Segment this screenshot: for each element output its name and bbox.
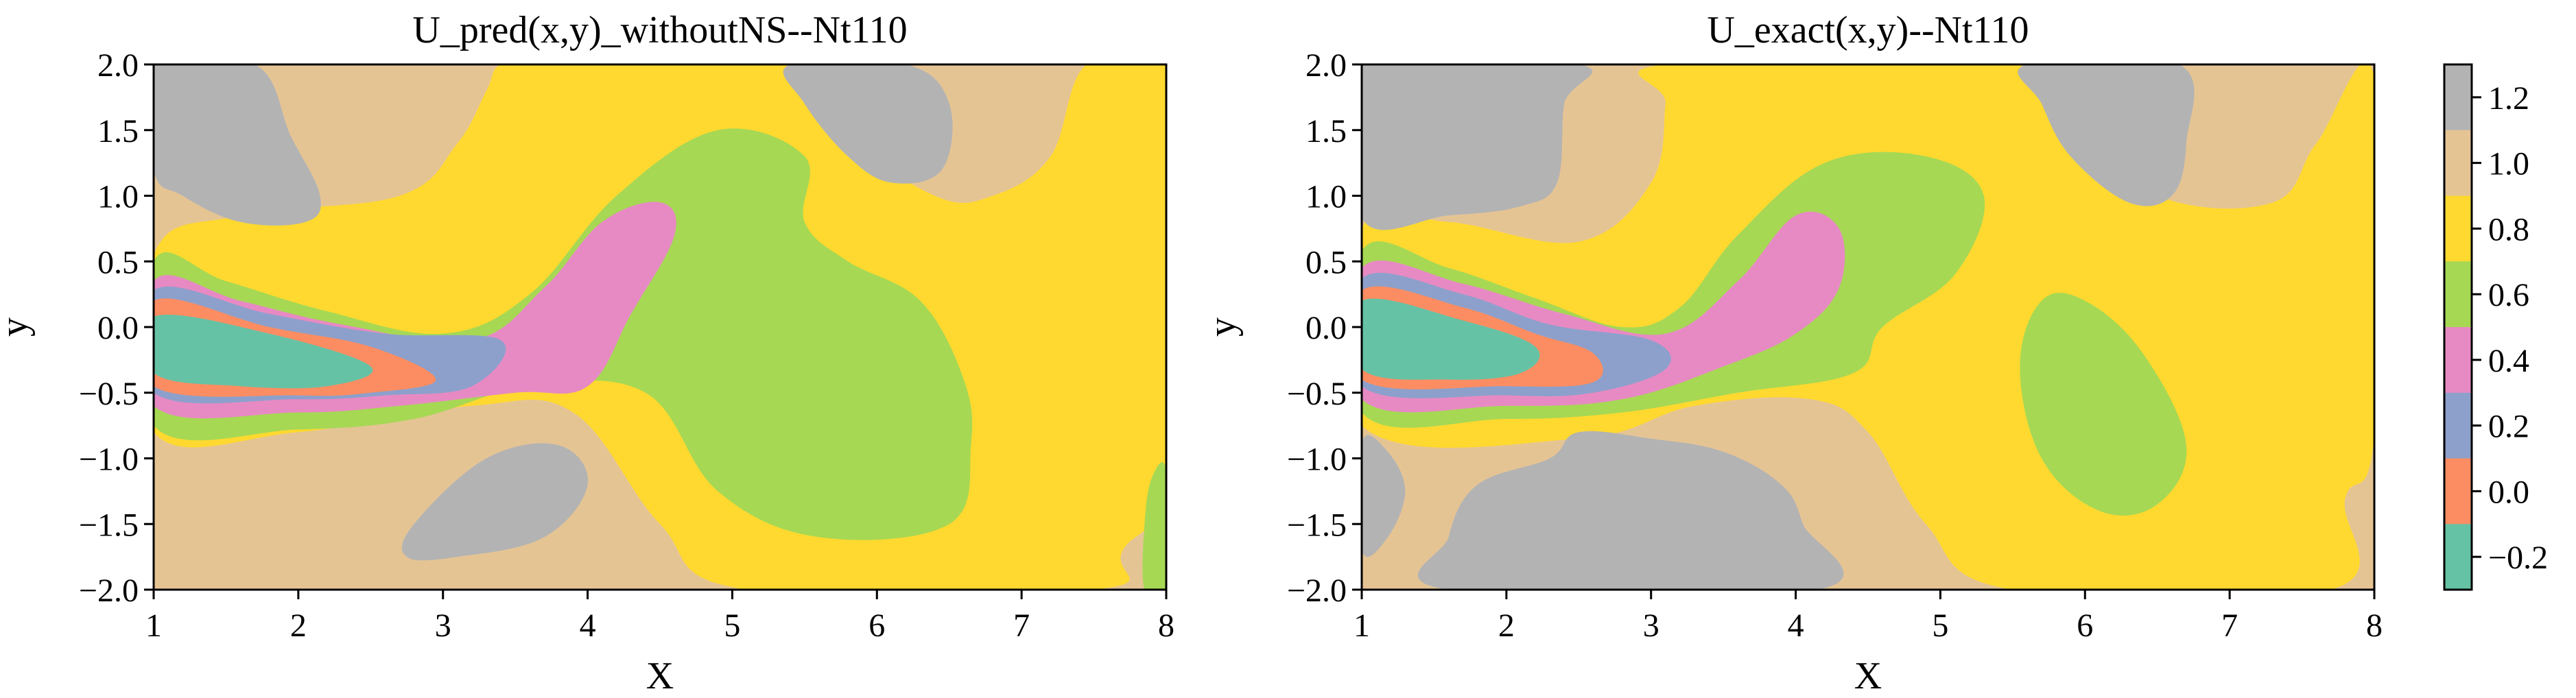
- colorbar-tick-label: 0.6: [2488, 277, 2529, 313]
- y-tick-label: 1.5: [97, 113, 139, 149]
- colorbar-swatch: [2444, 524, 2472, 590]
- chart-title-predicted: U_pred(x,y)_withoutNS--Nt110: [412, 9, 907, 51]
- colorbar-frame: [2443, 63, 2473, 591]
- y-tick-label: 0.5: [1305, 244, 1347, 280]
- x-tick-label: 7: [2221, 607, 2238, 644]
- x-tick-label: 2: [1498, 607, 1515, 644]
- y-tick-label: −0.5: [79, 376, 139, 412]
- colorbar-swatch: [2444, 64, 2472, 131]
- x-tick-label: 2: [290, 607, 307, 644]
- colorbar-tick-label: 0.0: [2488, 474, 2529, 510]
- x-axis-label-predicted: X: [646, 655, 674, 697]
- panel-predicted: U_pred(x,y)_withoutNS--Nt110 X y 1 2 3 4 5 6 7…: [0, 9, 1174, 697]
- x-tick-label: 5: [724, 607, 740, 644]
- y-tick-label: −1.5: [1287, 507, 1347, 543]
- y-tick-label: 1.0: [97, 179, 139, 215]
- y-tick-label: 0.0: [97, 310, 139, 346]
- x-tick-label: 1: [145, 607, 162, 644]
- colorbar-tick-label: 1.2: [2488, 80, 2529, 117]
- plot-area-predicted: [152, 63, 1168, 591]
- x-tick-label: 3: [1643, 607, 1659, 644]
- y-axis-label-exact: y: [1201, 317, 1244, 337]
- colorbar-tick-label: 1.0: [2488, 146, 2529, 182]
- y-tick-label: −0.5: [1287, 376, 1347, 412]
- x-tick-label: 6: [868, 607, 885, 644]
- axis-ticks-exact: 1 2 3 4 5 6 7 8 2.0 1.5 1.0 0.5 0.0 −0.5 −1.0 −1.5 −2.0: [1287, 47, 2383, 644]
- contour-region: [2020, 293, 2187, 516]
- y-axis-label-predicted: y: [0, 317, 36, 337]
- colorbar-tick-label: 0.8: [2488, 211, 2529, 248]
- colorbar-tick-label: −0.2: [2488, 540, 2548, 576]
- x-tick-label: 3: [435, 607, 451, 644]
- y-tick-label: −2.0: [1287, 573, 1347, 609]
- axis-ticks-predicted: 1 2 3 4 5 6 7 8 2.0 1.5 1.0 0.5 0.0 −0.5 −1.0 −1.5 −2.0: [79, 47, 1174, 644]
- y-tick-label: −1.0: [79, 442, 139, 478]
- x-axis-label-exact: X: [1854, 655, 1882, 697]
- y-tick-label: −2.0: [79, 573, 139, 609]
- colorbar-swatch: [2444, 261, 2472, 328]
- contour-region: [2018, 64, 2195, 206]
- x-tick-label: 8: [1158, 607, 1174, 644]
- contour-field: [1362, 64, 2374, 590]
- colorbar-swatch: [2444, 327, 2472, 394]
- panel-exact: U_exact(x,y)--Nt110 X y 1 2 3 4 5 6 7 8 2.0 1.5 1.…: [1201, 9, 2383, 697]
- colorbar: 1.2 1.0 0.8 0.6 0.4 0.2 0.0 −0.2: [2443, 63, 2548, 591]
- y-tick-label: −1.5: [79, 507, 139, 543]
- colorbar-swatch: [2444, 392, 2472, 459]
- x-tick-label: 6: [2077, 607, 2093, 644]
- contour-region: [154, 64, 321, 226]
- y-tick-label: −1.0: [1287, 442, 1347, 478]
- colorbar-swatch: [2444, 458, 2472, 525]
- contour-region: [783, 64, 953, 184]
- plot-area-exact: [1360, 63, 2376, 591]
- x-tick-label: 8: [2366, 607, 2383, 644]
- y-tick-label: 2.0: [1305, 47, 1347, 84]
- contour-field: [154, 64, 1166, 590]
- x-tick-label: 1: [1354, 607, 1370, 644]
- y-tick-label: 0.0: [1305, 310, 1347, 346]
- y-tick-label: 2.0: [97, 47, 139, 84]
- colorbar-swatch: [2444, 130, 2472, 196]
- contour-region: [154, 315, 373, 389]
- colorbar-swatch: [2444, 195, 2472, 262]
- x-tick-label: 7: [1013, 607, 1030, 644]
- x-tick-label: 4: [580, 607, 596, 644]
- x-tick-label: 4: [1788, 607, 1804, 644]
- y-tick-label: 1.0: [1305, 179, 1347, 215]
- y-tick-label: 1.5: [1305, 113, 1347, 149]
- x-tick-label: 5: [1932, 607, 1948, 644]
- colorbar-tick-label: 0.4: [2488, 343, 2529, 379]
- contour-region: [1417, 431, 1844, 590]
- contour-region: [1362, 435, 1406, 557]
- chart-title-exact: U_exact(x,y)--Nt110: [1707, 9, 2029, 51]
- contour-region: [1142, 462, 1166, 590]
- contour-region: [1362, 64, 1593, 230]
- contour-region: [1362, 298, 1540, 380]
- colorbar-tick-label: 0.2: [2488, 409, 2529, 445]
- y-tick-label: 0.5: [97, 244, 139, 280]
- contour-region: [401, 443, 589, 561]
